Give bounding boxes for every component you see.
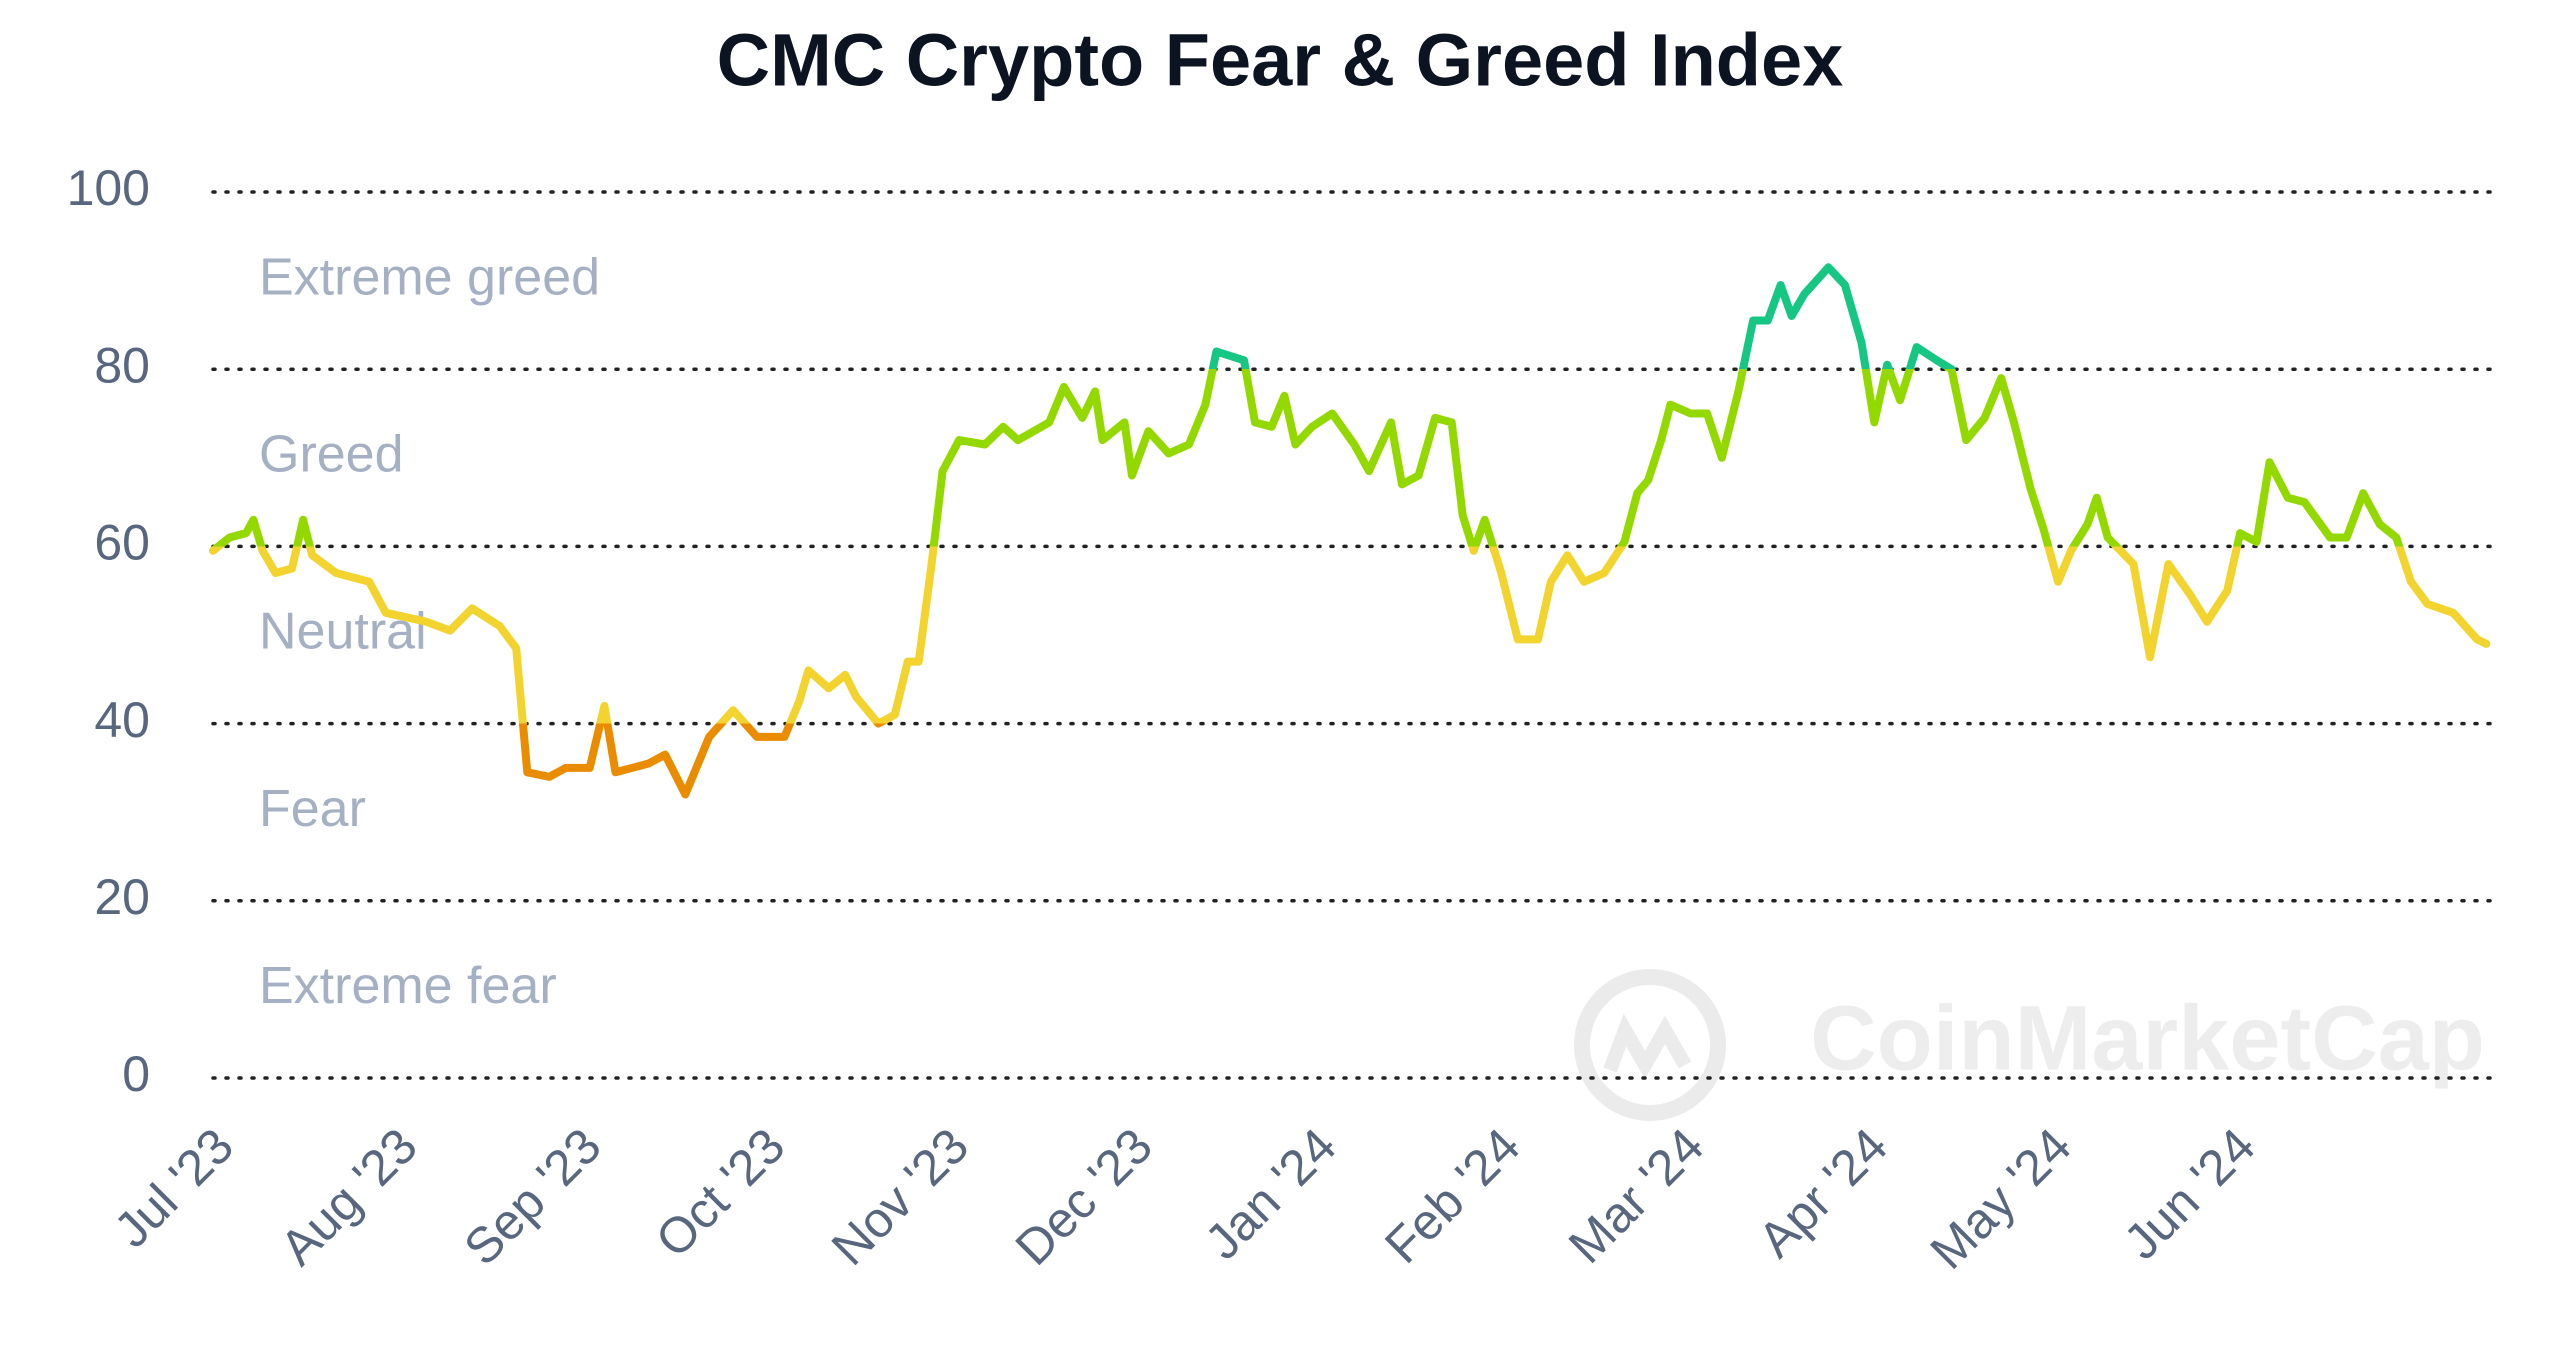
y-tick-label: 60 <box>94 515 150 571</box>
y-tick-label: 40 <box>94 692 150 748</box>
y-tick-label: 20 <box>94 869 150 925</box>
index-line <box>209 263 2491 799</box>
x-tick-label: Apr '24 <box>1748 1118 1899 1269</box>
x-tick-label: Jun '24 <box>2113 1118 2266 1271</box>
chart-title: CMC Crypto Fear & Greed Index <box>717 19 1844 102</box>
x-tick-label: Aug '23 <box>269 1118 427 1276</box>
watermark-logo-mark <box>1603 1013 1692 1080</box>
watermark-group: CoinMarketCap <box>1574 969 2485 1121</box>
x-tick-label: May '24 <box>1920 1118 2082 1280</box>
x-tick-label: Jul '23 <box>103 1118 244 1259</box>
zone-label: Extreme greed <box>259 248 600 306</box>
x-tick-label: Mar '24 <box>1558 1118 1714 1274</box>
watermark-logo <box>1574 969 1726 1121</box>
watermark: CoinMarketCap <box>1810 987 2485 1089</box>
x-tick-label: Feb '24 <box>1374 1118 1530 1274</box>
zone-label: Neutral <box>259 603 427 661</box>
zone-label: Fear <box>259 780 366 838</box>
x-tick-label: Oct '23 <box>645 1118 796 1269</box>
x-tick-label: Sep '23 <box>453 1118 611 1276</box>
y-tick-label: 100 <box>67 160 150 216</box>
zone-label: Extreme fear <box>259 957 557 1015</box>
y-tick-label: 0 <box>122 1046 150 1102</box>
x-tick-label: Nov '23 <box>821 1118 979 1276</box>
y-tick-label: 80 <box>94 337 150 393</box>
x-tick-label: Dec '23 <box>1005 1118 1163 1276</box>
zone-label: Greed <box>259 426 404 484</box>
x-tick-label: Jan '24 <box>1194 1118 1347 1271</box>
